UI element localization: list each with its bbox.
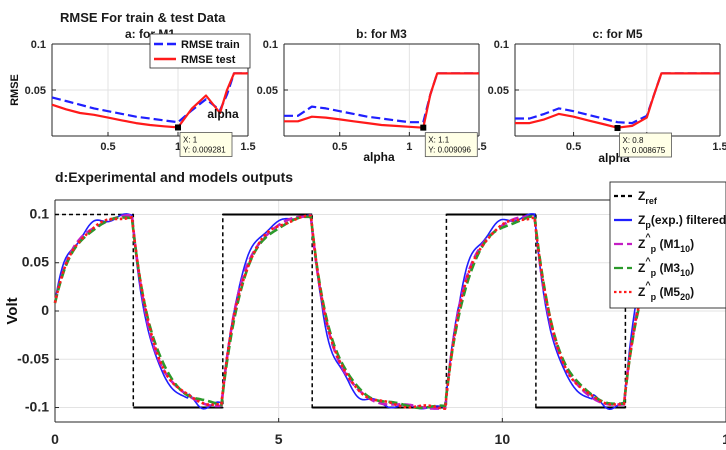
- datatip-text: Y: 0.008675: [623, 146, 666, 155]
- y-tick-label: 0.05: [488, 85, 509, 97]
- legend-suffix-end: ): [690, 237, 694, 251]
- y-tick-label: 0.05: [257, 85, 278, 97]
- legend-suffix-end: ): [690, 261, 694, 275]
- legend-hat: ^: [645, 232, 651, 242]
- legend-label: RMSE test: [181, 54, 236, 66]
- legend-suffix: (M3: [656, 261, 680, 275]
- x-tick-label: 1: [406, 141, 412, 153]
- series-line-test: [515, 72, 720, 129]
- x-tick-label: 0.5: [566, 141, 581, 153]
- legend-symbol: Z: [638, 213, 645, 227]
- legend-label: Zref: [638, 189, 658, 206]
- datatip-background: [619, 132, 672, 158]
- y-tick-label: 0.05: [25, 85, 46, 97]
- legend-suffix-subscript: 10: [680, 244, 690, 254]
- x-tick-label: 0: [51, 431, 59, 447]
- x-tick-label: 0.5: [332, 141, 347, 153]
- x-tick-label: 10: [495, 431, 511, 447]
- chart-title: d:Experimental and models outputs: [55, 169, 293, 185]
- legend-suffix-subscript: 20: [680, 292, 690, 302]
- datatip-marker: [614, 125, 621, 132]
- series-line-train: [51, 72, 248, 124]
- legend-box: [149, 33, 251, 69]
- legend-subscript: p: [645, 220, 651, 230]
- chart-a: 0.511.50.050.1a: for M1RMSEalphaX: 1Y: 0…: [9, 27, 256, 157]
- y-tick-label: 0.05: [22, 254, 49, 270]
- y-axis-label: RMSE: [9, 74, 21, 106]
- legend-suffix-subscript: 10: [680, 268, 690, 278]
- y-tick-label: 0.1: [31, 39, 46, 51]
- chart-title: b: for M3: [356, 27, 407, 41]
- x-tick-label: 5: [275, 431, 283, 447]
- legend-symbol: Z: [638, 261, 645, 275]
- y-tick-label: 0: [41, 302, 49, 318]
- x-axis-label: alpha: [363, 150, 395, 164]
- legend-hat: ^: [645, 280, 651, 290]
- legend-label: Zp(exp.) filtered: [638, 213, 726, 230]
- y-tick-label: 0.1: [263, 39, 278, 51]
- x-axis-label: alpha: [207, 107, 239, 121]
- datatip-text: X: 1: [183, 135, 198, 144]
- legend: RMSE train RMSE test: [149, 33, 251, 69]
- x-tick-label: 1.5: [240, 141, 255, 153]
- legend-subscript: ref: [645, 196, 658, 206]
- datatip-background: [179, 132, 233, 157]
- legend-suffix: (M1: [656, 237, 680, 251]
- series-line-test: [284, 72, 479, 129]
- legend-label: Z^p (M310): [638, 256, 694, 278]
- series-line-1: [53, 213, 726, 410]
- x-tick-label: 1.5: [712, 141, 726, 153]
- chart-d: 0 5 10 1 -0.1 -0.05 0 0.05 0.1 d:Experimental and…: [4, 169, 726, 447]
- datatip-background: [424, 132, 478, 158]
- legend-hat: ^: [645, 256, 651, 266]
- chart-title: c: for M5: [592, 27, 642, 41]
- legend-label: Z^p (M520): [638, 280, 694, 302]
- datatip-text: Y: 0.009096: [428, 146, 471, 155]
- datatip-text: X: 1.1: [428, 136, 449, 145]
- figure-title: RMSE For train & test Data: [60, 10, 226, 25]
- legend-suffix-end: ): [690, 285, 694, 299]
- legend-label: RMSE train: [181, 39, 240, 51]
- chart-panels: 0.511.50.050.1a: for M1RMSEalphaX: 1Y: 0…: [4, 27, 726, 447]
- datatip-text: Y: 0.009281: [183, 145, 226, 154]
- series-line-test: [51, 72, 248, 129]
- x-tick-label: 0.5: [100, 141, 115, 153]
- datatip-text: X: 0.8: [623, 136, 644, 145]
- x-tick-label: 1: [722, 431, 726, 447]
- series-line-3: [53, 214, 726, 411]
- legend-symbol: Z: [638, 237, 645, 251]
- series-line-0: [54, 211, 726, 411]
- datatip-marker: [420, 124, 427, 131]
- y-axis-label: Volt: [4, 297, 21, 324]
- legend-suffix: (M5: [656, 285, 680, 299]
- legend-suffix: (exp.) filtered: [651, 213, 726, 227]
- datatip-box: X: 0.8Y: 0.008675: [619, 132, 672, 158]
- legend-label: Z^p (M110): [638, 232, 694, 254]
- legend-symbol: Z: [638, 189, 645, 203]
- y-tick-label: -0.05: [17, 350, 49, 366]
- datatip-marker: [175, 124, 181, 131]
- legend-subscript: p: [651, 244, 657, 254]
- legend-symbol: Z: [638, 285, 645, 299]
- x-tick-label: 1: [175, 141, 181, 153]
- y-tick-label: 0.1: [30, 205, 50, 221]
- y-tick-label: -0.1: [25, 399, 49, 415]
- legend-subscript: p: [651, 292, 657, 302]
- legend-subscript: p: [651, 268, 657, 278]
- datatip-box: X: 1Y: 0.009281: [179, 132, 233, 157]
- y-tick-label: 0.1: [494, 39, 509, 51]
- datatip-box: X: 1.1Y: 0.009096: [424, 132, 478, 158]
